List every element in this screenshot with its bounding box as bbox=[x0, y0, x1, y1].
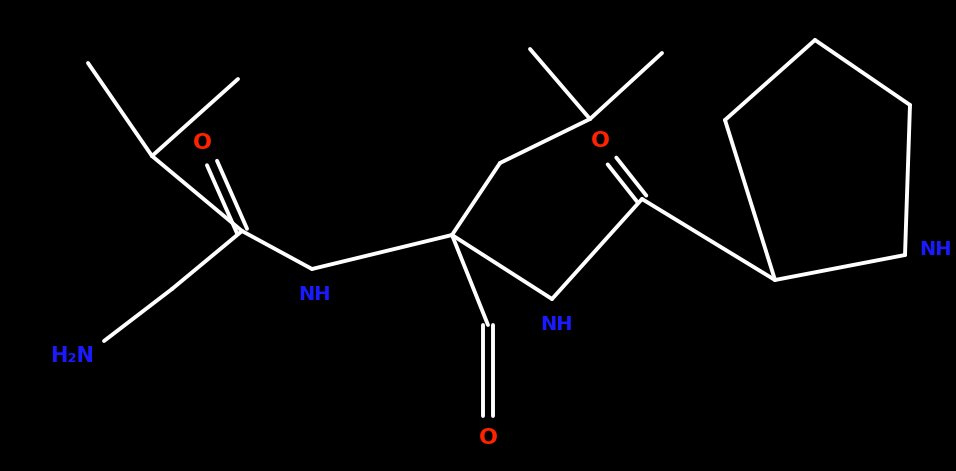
Text: H₂N: H₂N bbox=[50, 346, 94, 366]
Text: O: O bbox=[479, 428, 497, 448]
Text: O: O bbox=[591, 131, 610, 151]
Text: NH: NH bbox=[541, 315, 574, 333]
Text: NH: NH bbox=[297, 284, 330, 303]
Text: O: O bbox=[192, 133, 211, 153]
Text: NH: NH bbox=[919, 241, 951, 260]
